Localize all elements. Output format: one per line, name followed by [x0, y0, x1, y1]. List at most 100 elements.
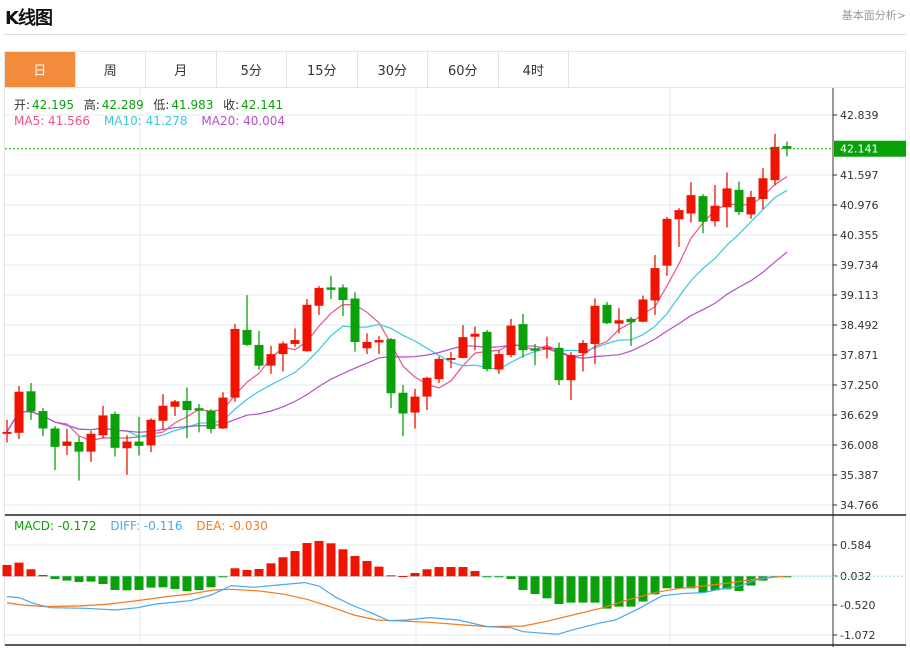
candle-up	[278, 343, 288, 355]
chart-panel	[4, 88, 906, 646]
candle-up	[590, 305, 600, 344]
high-label: 高:	[83, 98, 100, 112]
macd-bar-positive	[314, 540, 324, 577]
ma5-value: MA5: 41.566	[14, 114, 91, 128]
macd-value: MACD: -0.172	[14, 519, 97, 533]
macd-bar-positive	[386, 575, 396, 577]
candle-up	[62, 441, 72, 446]
y-tick-label: 40.976	[840, 199, 879, 212]
macd-bar-negative	[566, 576, 576, 603]
macd-bar-negative	[554, 576, 564, 605]
macd-bar-negative	[98, 576, 108, 585]
candle-up	[542, 347, 552, 350]
candle-down	[206, 410, 216, 429]
tab-30min[interactable]: 30分	[358, 52, 428, 87]
y-tick-label: 37.871	[840, 349, 879, 362]
close-label: 收:	[223, 98, 240, 112]
macd-bar-negative	[530, 576, 540, 594]
candle-down	[782, 146, 792, 149]
dea-line	[6, 575, 785, 628]
macd-bar-negative	[74, 576, 84, 582]
macd-bar-negative	[746, 576, 756, 586]
candle-up	[218, 397, 228, 429]
fundamental-analysis-link[interactable]: 基本面分析>	[841, 9, 906, 22]
candle-down	[386, 339, 396, 394]
macd-bar-negative	[122, 576, 132, 591]
tab-month[interactable]: 月	[146, 52, 217, 87]
candle-up	[446, 357, 456, 360]
macd-bar-positive	[434, 567, 444, 577]
tab-5min[interactable]: 5分	[217, 52, 287, 87]
macd-bar-negative	[110, 576, 120, 590]
macd-bar-negative	[182, 576, 192, 592]
tab-day[interactable]: 日	[5, 52, 76, 87]
y-tick-label: 36.629	[840, 409, 879, 422]
macd-bar-negative	[206, 576, 216, 588]
candle-up	[746, 197, 756, 215]
candle-up	[230, 328, 240, 398]
candle-up	[86, 433, 96, 452]
y-tick-label: 34.766	[840, 499, 879, 512]
macd-bar-negative	[662, 576, 672, 589]
macd-bar-positive	[2, 564, 12, 577]
divider	[4, 34, 906, 35]
macd-bar-positive	[38, 575, 48, 577]
candle-down	[338, 287, 348, 300]
candle-up	[14, 391, 24, 433]
macd-bar-negative	[614, 576, 624, 607]
y-tick-label: 37.250	[840, 379, 879, 392]
tab-15min[interactable]: 15分	[287, 52, 358, 87]
candle-up	[422, 377, 432, 397]
candle-down	[194, 408, 204, 411]
current-price-badge	[834, 140, 906, 157]
y-tick-label: 39.734	[840, 259, 879, 272]
macd-bar-positive	[338, 549, 348, 577]
candle-up	[722, 188, 732, 208]
candle-down	[482, 331, 492, 370]
y-tick-label: 42.839	[840, 109, 879, 122]
candle-down	[50, 428, 60, 447]
candle-down	[326, 287, 336, 290]
candle-down	[38, 411, 48, 429]
macd-bar-negative	[158, 576, 168, 588]
tab-60min[interactable]: 60分	[428, 52, 499, 87]
macd-bar-negative	[194, 576, 204, 590]
candle-down	[398, 392, 408, 414]
macd-bar-negative	[170, 576, 180, 589]
ma10-value: MA10: 41.278	[103, 114, 188, 128]
y-tick-label: 40.355	[840, 229, 879, 242]
candle-up	[566, 355, 576, 381]
candle-up	[374, 340, 384, 343]
dea-value: DEA: -0.030	[196, 519, 268, 533]
tab-4hour[interactable]: 4时	[499, 52, 569, 87]
macd-bar-positive	[362, 560, 372, 577]
macd-bar-negative	[602, 576, 612, 609]
macd-bar-positive	[14, 562, 24, 577]
candle-down	[182, 400, 192, 411]
candle-up	[290, 340, 300, 344]
tab-week[interactable]: 周	[76, 52, 146, 87]
candle-down	[530, 348, 540, 351]
ma5-line	[6, 176, 788, 442]
candle-down	[254, 344, 264, 366]
macd-bar-negative	[146, 576, 156, 588]
candle-up	[710, 205, 720, 222]
macd-bar-negative	[542, 576, 552, 599]
macd-bar-positive	[266, 563, 276, 577]
macd-bar-positive	[242, 569, 252, 577]
macd-bar-positive	[278, 557, 288, 577]
candle-up	[650, 268, 660, 301]
candle-down	[518, 324, 528, 351]
candle-up	[578, 342, 588, 354]
candle-down	[134, 441, 144, 446]
macd-bar-negative	[674, 576, 684, 589]
candle-up	[2, 431, 12, 434]
macd-bar-negative	[734, 576, 744, 592]
candle-down	[602, 304, 612, 324]
macd-bar-negative	[62, 576, 72, 581]
macd-bar-negative	[578, 576, 588, 603]
candle-up	[122, 441, 132, 449]
y-tick-label: 38.492	[840, 319, 879, 332]
macd-bar-negative	[218, 576, 228, 578]
